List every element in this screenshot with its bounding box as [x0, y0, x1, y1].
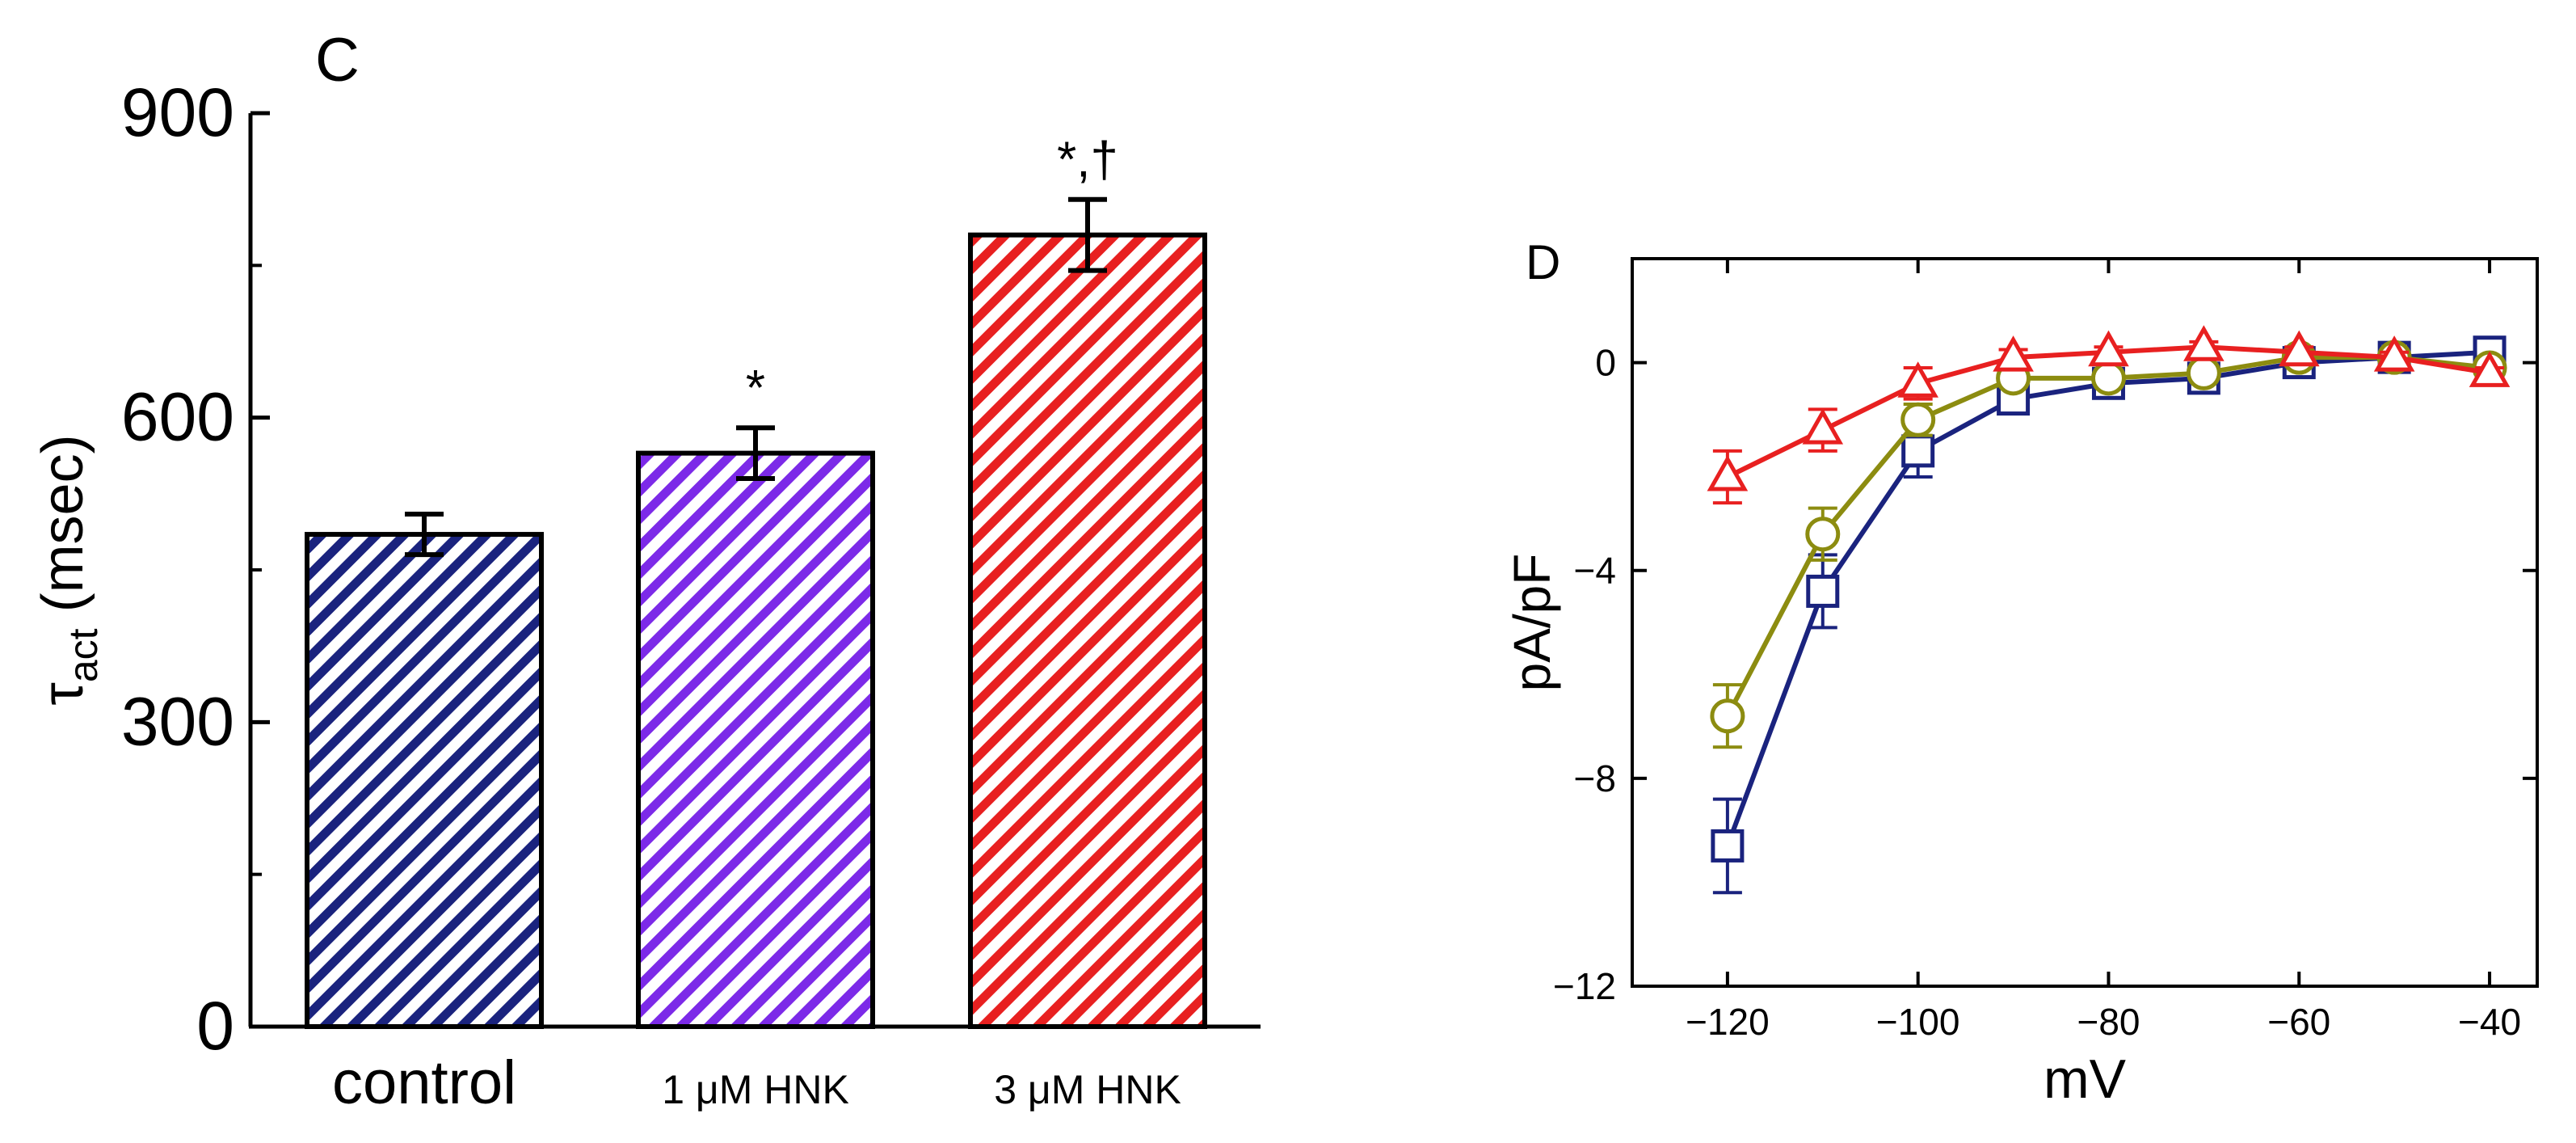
y-tick-label: −12: [1553, 965, 1616, 1007]
data-point-square: [1806, 574, 1840, 608]
data-point-triangle: [2183, 325, 2225, 361]
y-tick-label: 0: [196, 988, 234, 1064]
bar-3: [968, 232, 1207, 1029]
x-tick-label: −120: [1686, 1001, 1770, 1043]
data-point-triangle: [2469, 351, 2511, 387]
series-2: [1710, 340, 2507, 749]
x-tick-label: −60: [2267, 1001, 2330, 1043]
y-axis-label: pA/pF: [1503, 554, 1561, 692]
tick-group: −120 −100 −80 −60 −40 0 −4 −8 −12: [1553, 259, 2537, 1043]
series-line: [1725, 349, 2490, 847]
y-tick-label: 600: [121, 379, 234, 455]
y-axis-label: τact (msec): [31, 434, 106, 705]
x-tick-label: −80: [2077, 1001, 2140, 1043]
data-point-square: [1711, 829, 1745, 863]
x-axis-label: mV: [2044, 1048, 2127, 1110]
data-point-triangle: [1707, 454, 1749, 491]
y-tick-label: 300: [121, 683, 234, 759]
series-group: [1707, 325, 2511, 895]
data-point-circle: [1805, 517, 1841, 552]
data-point-triangle: [2278, 330, 2320, 367]
bar-chart-panel: C * *,† 0 300 600 900 control 1 μM HNK 3 μM HN…: [31, 26, 1261, 1117]
significance-group: * *,†: [746, 133, 1118, 417]
plot-frame: [1631, 257, 2539, 988]
bar-1: [305, 532, 544, 1029]
y-tick-label: 900: [121, 74, 234, 150]
panel-label-d: D: [1526, 235, 1560, 289]
y-tick-label: −4: [1574, 550, 1616, 592]
y-tick-label: 0: [1595, 342, 1616, 384]
x-tick-label: control: [332, 1048, 516, 1117]
y-axis-label-subscript: act: [61, 628, 106, 682]
x-tick-label-group: control 1 μM HNK 3 μM HNK: [332, 1048, 1181, 1117]
y-tick-group: 0 300 600 900: [121, 74, 270, 1064]
data-point-triangle: [2088, 330, 2129, 367]
significance-marker-3: *,†: [1057, 133, 1118, 188]
x-tick-label: 1 μM HNK: [662, 1067, 849, 1112]
error-bar-group: [405, 196, 1107, 558]
bar-group: [305, 232, 1207, 1029]
data-point-circle: [2090, 361, 2126, 396]
x-tick-label: −100: [1876, 1001, 1960, 1043]
x-tick-label: 3 μM HNK: [994, 1067, 1181, 1112]
y-tick-label: −8: [1574, 757, 1616, 799]
data-point-triangle: [1897, 361, 1938, 398]
data-point-triangle: [2373, 335, 2415, 372]
data-point-circle: [1900, 402, 1936, 437]
series-1: [1711, 335, 2507, 895]
data-point-circle: [2186, 355, 2221, 390]
data-point-triangle: [1802, 408, 1844, 445]
panel-label-c: C: [315, 26, 360, 95]
data-point-triangle: [1993, 335, 2034, 372]
bar-2: [636, 450, 875, 1029]
line-chart-panel: D −120 −100 −80 −60 −40 0 −4 −8 −12 mV pA/pF: [1503, 235, 2539, 1110]
significance-marker-2: *: [746, 361, 765, 416]
y-axis-label-symbol: τ: [31, 682, 95, 705]
series-line: [1725, 355, 2490, 718]
data-point-circle: [1710, 698, 1745, 734]
y-axis-label-unit: (msec): [31, 434, 95, 612]
series-3: [1707, 325, 2511, 505]
data-point-square: [1901, 434, 1935, 468]
x-tick-label: −40: [2458, 1001, 2521, 1043]
